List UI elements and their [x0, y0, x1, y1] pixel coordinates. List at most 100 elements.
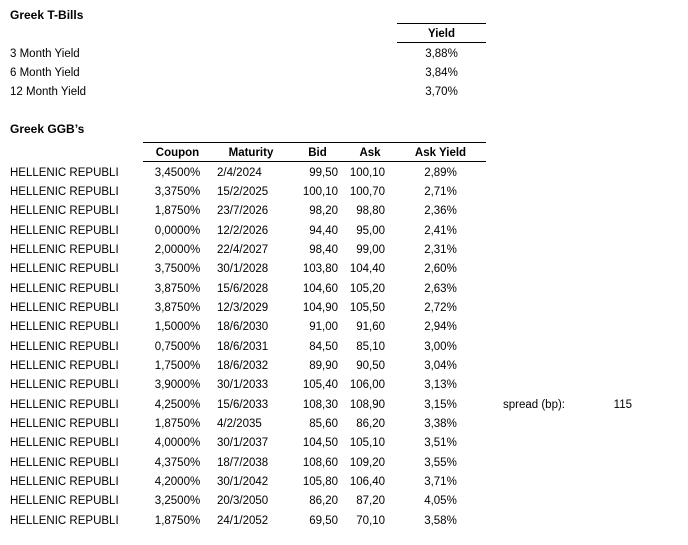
ggb-cell-ask-yield[interactable]: 3,00%: [424, 340, 457, 353]
tbills-yield-header-label[interactable]: Yield: [427, 28, 456, 40]
ggb-cell-bid[interactable]: 105,80: [302, 476, 338, 489]
ggb-cell-coupon[interactable]: 3,3750%: [154, 186, 201, 199]
ggb-cell-maturity[interactable]: 30/1/2033: [217, 379, 269, 392]
ggb-cell-maturity[interactable]: 30/1/2037: [217, 437, 269, 450]
ggb-cell-bid[interactable]: 104,90: [302, 302, 338, 315]
ggb-cell-coupon[interactable]: 0,7500%: [154, 340, 201, 353]
ggb-cell-ask-yield[interactable]: 2,72%: [424, 302, 457, 315]
ggb-cell-maturity[interactable]: 15/6/2028: [217, 282, 269, 295]
ggb-cell-ask-yield[interactable]: 3,71%: [424, 476, 457, 489]
ggb-col-header-coupon[interactable]: Coupon: [155, 147, 200, 159]
ggb-cell-coupon[interactable]: 4,3750%: [154, 456, 201, 469]
ggb-cell-issuer[interactable]: HELLENIC REPUBLI: [10, 514, 119, 527]
ggb-cell-coupon[interactable]: 3,7500%: [154, 263, 201, 276]
ggb-cell-maturity[interactable]: 18/7/2038: [217, 456, 269, 469]
ggb-cell-coupon[interactable]: 4,0000%: [154, 437, 201, 450]
ggb-cell-maturity[interactable]: 15/6/2033: [217, 398, 269, 411]
ggb-cell-ask-yield[interactable]: 2,36%: [424, 205, 457, 218]
ggb-col-header-maturity[interactable]: Maturity: [228, 147, 274, 159]
ggb-cell-ask-yield[interactable]: 2,89%: [424, 166, 457, 179]
ggb-cell-issuer[interactable]: HELLENIC REPUBLI: [10, 205, 119, 218]
ggb-cell-coupon[interactable]: 4,2000%: [154, 476, 201, 489]
ggb-cell-bid[interactable]: 69,50: [309, 514, 338, 527]
ggb-cell-maturity[interactable]: 12/2/2026: [217, 224, 269, 237]
ggb-cell-bid[interactable]: 105,40: [302, 379, 338, 392]
ggb-cell-issuer[interactable]: HELLENIC REPUBLI: [10, 495, 119, 508]
ggb-cell-ask-yield[interactable]: 4,05%: [424, 495, 457, 508]
ggb-cell-bid[interactable]: 99,50: [309, 166, 338, 179]
ggb-cell-bid[interactable]: 108,30: [302, 398, 338, 411]
ggb-cell-issuer[interactable]: HELLENIC REPUBLI: [10, 302, 119, 315]
tbill-yield-value[interactable]: 3,70%: [425, 86, 458, 99]
tbill-yield-value[interactable]: 3,84%: [425, 67, 458, 80]
tbill-yield-value[interactable]: 3,88%: [425, 47, 458, 60]
ggb-cell-maturity[interactable]: 2/4/2024: [217, 166, 262, 179]
ggb-cell-bid[interactable]: 91,00: [309, 321, 338, 334]
ggb-cell-coupon[interactable]: 3,2500%: [154, 495, 201, 508]
ggb-cell-maturity[interactable]: 30/1/2042: [217, 476, 269, 489]
ggb-cell-ask[interactable]: 105,20: [349, 282, 385, 295]
tbill-row-label[interactable]: 3 Month Yield: [10, 47, 80, 60]
ggb-cell-coupon[interactable]: 1,7500%: [154, 360, 201, 373]
ggb-cell-issuer[interactable]: HELLENIC REPUBLI: [10, 379, 119, 392]
ggb-cell-bid[interactable]: 84,50: [309, 340, 338, 353]
ggb-cell-issuer[interactable]: HELLENIC REPUBLI: [10, 418, 119, 431]
ggb-col-header-ask-yield[interactable]: Ask Yield: [414, 147, 467, 159]
ggb-cell-ask[interactable]: 85,10: [356, 340, 385, 353]
ggb-cell-ask[interactable]: 95,00: [356, 224, 385, 237]
ggb-cell-ask[interactable]: 105,50: [349, 302, 385, 315]
ggb-cell-bid[interactable]: 104,50: [302, 437, 338, 450]
ggb-cell-issuer[interactable]: HELLENIC REPUBLI: [10, 263, 119, 276]
ggb-cell-ask[interactable]: 108,90: [349, 398, 385, 411]
ggb-cell-ask-yield[interactable]: 3,04%: [424, 360, 457, 373]
ggb-cell-maturity[interactable]: 15/2/2025: [217, 186, 269, 199]
ggb-cell-ask[interactable]: 105,10: [349, 437, 385, 450]
ggb-cell-bid[interactable]: 98,20: [309, 205, 338, 218]
ggb-cell-issuer[interactable]: HELLENIC REPUBLI: [10, 476, 119, 489]
ggb-cell-maturity[interactable]: 24/1/2052: [217, 514, 269, 527]
ggb-cell-ask[interactable]: 91,60: [356, 321, 385, 334]
ggb-cell-ask-yield[interactable]: 2,63%: [424, 282, 457, 295]
ggb-cell-ask[interactable]: 87,20: [356, 495, 385, 508]
ggb-cell-maturity[interactable]: 12/3/2029: [217, 302, 269, 315]
ggb-cell-ask[interactable]: 86,20: [356, 418, 385, 431]
ggb-cell-bid[interactable]: 108,60: [302, 456, 338, 469]
ggb-cell-bid[interactable]: 94,40: [309, 224, 338, 237]
ggb-cell-coupon[interactable]: 3,9000%: [154, 379, 201, 392]
ggb-cell-coupon[interactable]: 3,4500%: [154, 166, 201, 179]
ggb-cell-ask-yield[interactable]: 3,58%: [424, 514, 457, 527]
ggb-cell-coupon[interactable]: 3,8750%: [154, 282, 201, 295]
ggb-cell-maturity[interactable]: 20/3/2050: [217, 495, 269, 508]
ggb-cell-issuer[interactable]: HELLENIC REPUBLI: [10, 360, 119, 373]
ggb-cell-ask[interactable]: 106,00: [349, 379, 385, 392]
ggb-cell-maturity[interactable]: 18/6/2032: [217, 360, 269, 373]
ggb-cell-ask[interactable]: 100,10: [349, 166, 385, 179]
ggb-cell-ask[interactable]: 104,40: [349, 263, 385, 276]
ggb-cell-ask[interactable]: 99,00: [356, 244, 385, 257]
ggb-cell-issuer[interactable]: HELLENIC REPUBLI: [10, 321, 119, 334]
ggb-cell-issuer[interactable]: HELLENIC REPUBLI: [10, 166, 119, 179]
ggb-cell-bid[interactable]: 100,10: [302, 186, 338, 199]
ggb-cell-ask[interactable]: 90,50: [356, 360, 385, 373]
ggb-cell-coupon[interactable]: 1,5000%: [154, 321, 201, 334]
ggb-cell-ask-yield[interactable]: 2,60%: [424, 263, 457, 276]
ggb-cell-ask-yield[interactable]: 3,38%: [424, 418, 457, 431]
ggb-cell-maturity[interactable]: 22/4/2027: [217, 244, 269, 257]
spread-value[interactable]: 115: [613, 398, 632, 411]
tbill-row-label[interactable]: 12 Month Yield: [10, 86, 87, 99]
ggb-cell-ask-yield[interactable]: 2,71%: [424, 186, 457, 199]
ggb-cell-bid[interactable]: 98,40: [309, 244, 338, 257]
ggb-cell-coupon[interactable]: 4,2500%: [154, 398, 201, 411]
ggb-cell-ask[interactable]: 100,70: [349, 186, 385, 199]
ggb-cell-bid[interactable]: 85,60: [309, 418, 338, 431]
ggb-cell-ask-yield[interactable]: 3,55%: [424, 456, 457, 469]
ggb-cell-bid[interactable]: 89,90: [309, 360, 338, 373]
ggb-cell-coupon[interactable]: 1,8750%: [154, 205, 201, 218]
ggb-cell-ask-yield[interactable]: 3,51%: [424, 437, 457, 450]
ggb-cell-ask[interactable]: 98,80: [356, 205, 385, 218]
ggb-cell-issuer[interactable]: HELLENIC REPUBLI: [10, 282, 119, 295]
ggb-cell-issuer[interactable]: HELLENIC REPUBLI: [10, 456, 119, 469]
ggb-cell-maturity[interactable]: 30/1/2028: [217, 263, 269, 276]
ggb-cell-issuer[interactable]: HELLENIC REPUBLI: [10, 398, 119, 411]
ggb-cell-ask[interactable]: 109,20: [349, 456, 385, 469]
